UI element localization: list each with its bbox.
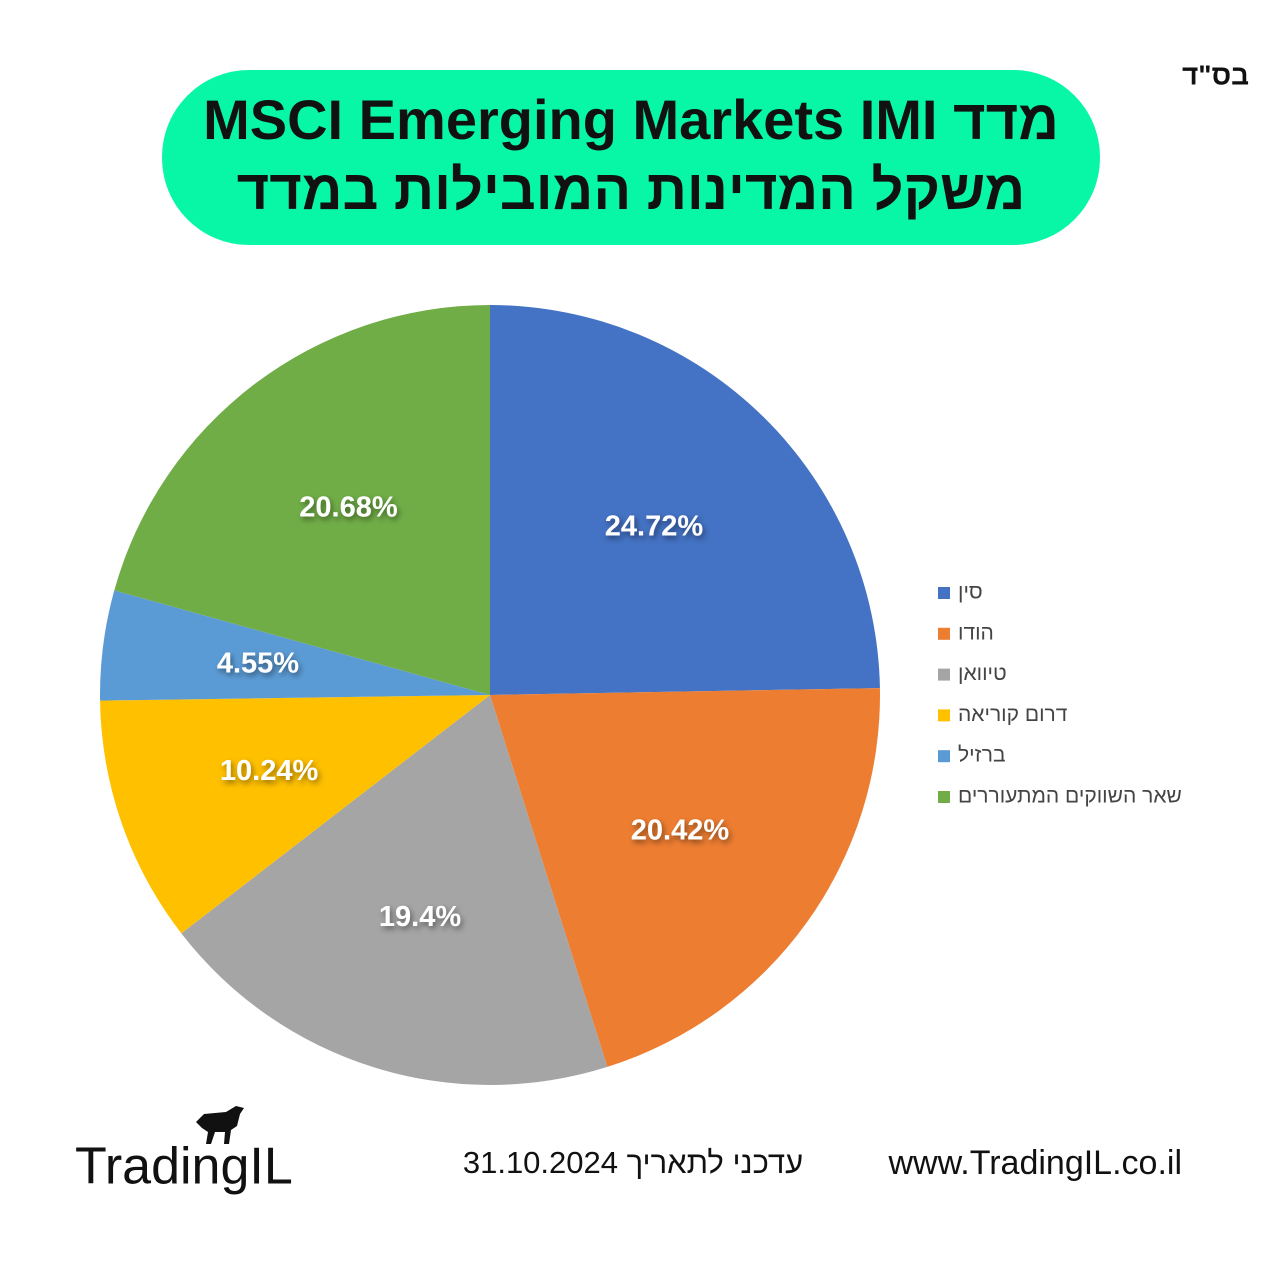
legend-label: שאר השווקים המתעוררים: [958, 785, 1182, 808]
pie-slice: [490, 688, 880, 1067]
data-label: 10.24%: [220, 755, 319, 787]
legend-swatch: [938, 587, 950, 599]
data-label: 4.55%: [217, 648, 299, 680]
website: www.TradingIL.co.il: [887, 1144, 1182, 1182]
data-label: 19.4%: [379, 901, 461, 933]
legend: סין הודו טיוואן דרום קוריאה ברזיל שאר השווקים…: [938, 581, 1182, 808]
chart-title: מדד MSCI Emerging Markets IMI: [203, 88, 1059, 151]
logo-text: TradingIL: [75, 1138, 293, 1196]
legend-label: דרום קוריאה: [958, 703, 1068, 726]
legend-swatch: [938, 627, 950, 640]
title-banner: [162, 70, 1100, 245]
pie-slice: [100, 695, 491, 934]
data-label: 24.72%: [605, 511, 704, 543]
legend-swatch: [938, 750, 950, 763]
legend-swatch: [938, 791, 950, 803]
legend-label: הודו: [958, 621, 994, 644]
chart-subtitle: משקל המדינות המובילות במדד: [237, 158, 1026, 221]
legend-swatch: [938, 668, 950, 681]
pie-slice: [181, 695, 608, 1086]
logo: TradingIL: [75, 1106, 293, 1196]
pie-slice: [490, 305, 880, 695]
logo-bull: [196, 1106, 244, 1144]
blessing: בס"ד: [1182, 59, 1249, 90]
pie-slice: [114, 305, 491, 695]
update-date: עדכני לתאריך 31.10.2024: [463, 1145, 803, 1180]
data-label: 20.68%: [299, 491, 398, 523]
legend-label: סין: [958, 581, 983, 604]
legend-label: טיוואן: [958, 662, 1007, 685]
legend-label: ברזיל: [958, 744, 1006, 767]
legend-swatch: [938, 709, 950, 722]
data-label: 20.42%: [631, 814, 730, 846]
pie: 24.72% 20.42% 19.4% 10.24% 4.55% 20.68%: [100, 305, 880, 1086]
pie-slice: [100, 590, 490, 701]
